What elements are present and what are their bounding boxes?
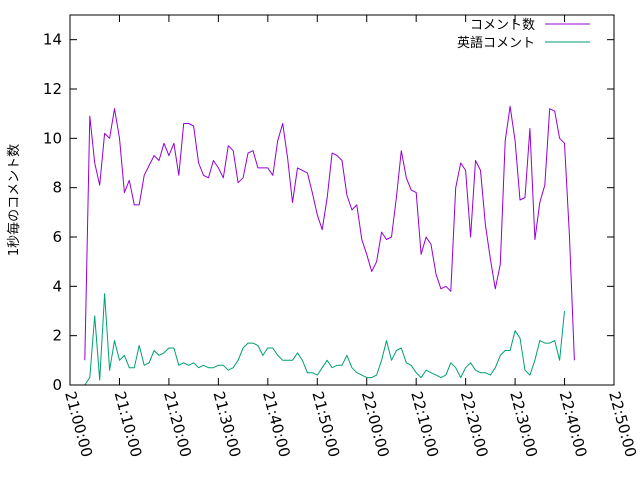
y-tick-label: 4: [52, 277, 62, 295]
series-line-1: [84, 105, 575, 361]
x-tick-label: 21:10:00: [111, 389, 146, 459]
x-axis: 21:00:00 21:10:00 21:20:00 21:30:00 21:40:00…: [61, 15, 640, 459]
legend-label-1: コメント数: [470, 18, 535, 33]
x-tick-label: 21:30:00: [209, 389, 244, 459]
y-tick-label: 14: [43, 31, 62, 49]
x-tick-label: 22:10:00: [407, 389, 442, 459]
x-tick-label: 22:00:00: [358, 389, 393, 459]
x-tick-label: 21:20:00: [160, 389, 195, 459]
y-tick-label: 10: [43, 129, 62, 147]
y-tick-label: 6: [52, 228, 62, 246]
series-line-2: [84, 293, 565, 386]
x-tick-label: 21:00:00: [61, 389, 96, 459]
y-axis-title: 1秒毎のコメント数: [6, 144, 22, 256]
y-tick-label: 12: [43, 80, 62, 98]
y-tick-label: 8: [52, 179, 62, 197]
x-tick-label: 21:40:00: [259, 389, 294, 459]
x-tick-label: 21:50:00: [308, 389, 343, 459]
legend-label-2: 英語コメント: [457, 35, 535, 51]
x-tick-label: 22:50:00: [605, 389, 640, 459]
x-tick-label: 22:20:00: [457, 389, 492, 459]
plot-frame: [69, 14, 615, 386]
y-axis: 0 2 4 6 8 10 12 14: [43, 31, 614, 394]
x-tick-label: 22:40:00: [556, 389, 591, 459]
x-tick-label: 22:30:00: [506, 389, 541, 459]
y-tick-label: 2: [52, 327, 62, 345]
plot-series: [84, 105, 575, 386]
y-tick-label: 0: [52, 376, 62, 394]
